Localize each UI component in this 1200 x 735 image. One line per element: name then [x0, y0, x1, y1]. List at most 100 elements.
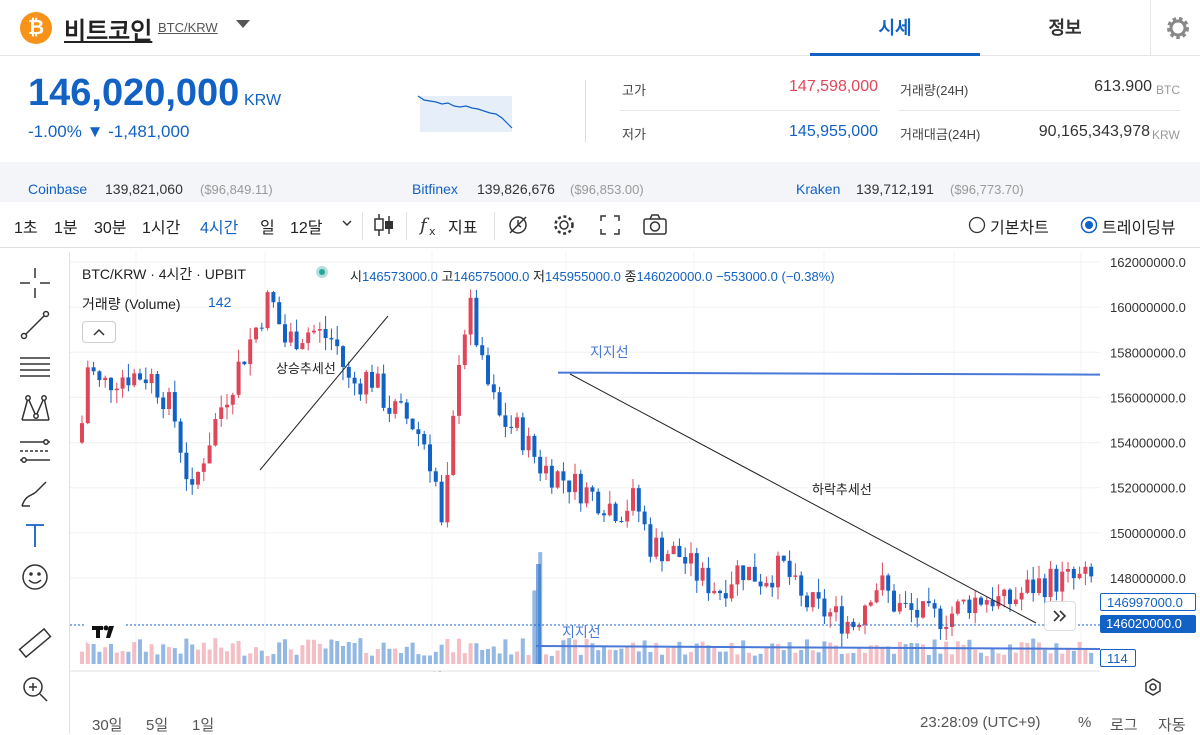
volume-bar	[1008, 644, 1012, 664]
volume-bar	[1025, 642, 1030, 664]
candle-body	[393, 401, 398, 414]
range-1d[interactable]: 1일	[192, 717, 215, 734]
radio-basic-chart[interactable]	[968, 216, 986, 239]
tradingview-label[interactable]: 트레이딩뷰	[1102, 220, 1176, 237]
exchange-name[interactable]: Bitfinex	[412, 181, 458, 197]
alert-clock-icon[interactable]	[506, 213, 530, 242]
volume-bar	[1013, 652, 1018, 664]
exchange-krw: 139,826,676	[477, 181, 555, 197]
candle-body	[143, 379, 148, 384]
interval-1m[interactable]: 1분	[54, 220, 78, 237]
chart-svg[interactable]: 25282월47101316	[70, 252, 1101, 687]
chevron-down-icon[interactable]	[340, 216, 354, 235]
interval-1s[interactable]: 1초	[14, 220, 38, 237]
tab-info[interactable]: 정보	[1048, 18, 1082, 38]
interval-1h[interactable]: 1시간	[142, 220, 181, 237]
chevron-down-icon[interactable]	[236, 20, 250, 28]
collapse-legend-button[interactable]	[82, 321, 116, 343]
candle-body	[352, 377, 357, 384]
tab-price[interactable]: 시세	[810, 0, 980, 56]
volume-bar	[271, 654, 276, 664]
volume-bar	[509, 654, 514, 664]
camera-icon[interactable]	[642, 213, 668, 242]
percent-toggle[interactable]: %	[1078, 714, 1092, 731]
volume-bar	[892, 653, 896, 664]
crosshair-icon[interactable]	[16, 264, 54, 302]
candle-body	[515, 417, 519, 428]
clock-readout[interactable]: 23:28:09 (UTC+9)	[920, 714, 1041, 731]
interval-30m[interactable]: 30분	[94, 220, 127, 237]
candle-body	[201, 463, 206, 472]
volume-bar	[109, 638, 113, 664]
candle-body	[619, 521, 624, 523]
candle-body	[538, 456, 543, 474]
volume-bar	[201, 642, 206, 664]
volume-bar	[573, 639, 577, 664]
candle-body	[509, 426, 514, 428]
log-toggle[interactable]: 로그	[1110, 717, 1138, 734]
indicator-button[interactable]: 지표	[448, 220, 478, 237]
svg-text:x: x	[429, 225, 436, 238]
volume-bar	[590, 643, 595, 664]
price-change: -1.00% ▼ -1,481,000	[28, 122, 190, 141]
interval-day[interactable]: 일	[260, 220, 275, 237]
candle-body	[932, 603, 937, 609]
axis-settings-icon[interactable]	[1142, 676, 1164, 703]
ruler-icon[interactable]	[16, 624, 54, 662]
volume-bar	[335, 641, 340, 664]
fullscreen-icon[interactable]	[598, 213, 622, 242]
volume-bar	[468, 643, 473, 664]
emoji-icon[interactable]	[16, 558, 54, 596]
zoom-in-icon[interactable]	[16, 670, 54, 708]
range-30d[interactable]: 30일	[92, 717, 123, 734]
volume-bar	[207, 649, 212, 664]
volume-bar	[654, 642, 659, 664]
coin-pair[interactable]: BTC/KRW	[158, 20, 218, 35]
divider	[362, 212, 363, 240]
brush-icon[interactable]	[16, 474, 54, 512]
amount-label: 거래대금(24H)	[900, 127, 981, 142]
scroll-to-realtime-button[interactable]	[1044, 601, 1076, 631]
fibonacci-icon[interactable]	[16, 432, 54, 470]
trend-line-icon[interactable]	[16, 306, 54, 344]
price-axis[interactable]: 162000000.0 160000000.0 158000000.0 1560000…	[1100, 252, 1200, 672]
text-icon[interactable]	[16, 516, 54, 554]
volume-bar	[288, 649, 293, 664]
candle-type-icon[interactable]	[372, 212, 396, 243]
volume-bar	[828, 642, 833, 664]
candle-body	[1077, 573, 1082, 579]
candlestick-chart[interactable]: 25282월47101316	[70, 252, 1101, 687]
candle-body	[375, 373, 380, 388]
candle-body	[491, 384, 496, 393]
radio-tradingview[interactable]	[1080, 216, 1098, 239]
volume-bar	[352, 643, 357, 664]
downtrend-label[interactable]: 하락추세선	[812, 482, 872, 497]
candle-body	[596, 491, 601, 514]
gear-icon[interactable]	[1150, 0, 1200, 56]
candle-body	[114, 388, 119, 391]
basic-chart-label[interactable]: 기본차트	[990, 220, 1049, 237]
support-label-lower[interactable]: 지지선	[562, 624, 601, 640]
coin-name[interactable]: 비트코인	[64, 18, 153, 45]
range-5d[interactable]: 5일	[146, 717, 169, 734]
pattern-icon[interactable]	[16, 390, 54, 428]
price-unit: KRW	[244, 92, 282, 109]
candle-body	[445, 474, 450, 523]
candle-body	[317, 329, 322, 331]
auto-toggle[interactable]: 자동	[1158, 717, 1186, 734]
low-label: 저가	[622, 127, 646, 142]
settings-gear-icon[interactable]	[552, 213, 576, 242]
exchange-name[interactable]: Kraken	[796, 181, 841, 197]
uptrend-label[interactable]: 상승추세선	[276, 361, 336, 376]
interval-4h[interactable]: 4시간	[200, 220, 239, 237]
horizontal-lines-icon[interactable]	[16, 348, 54, 386]
candle-body	[793, 575, 798, 577]
volume-bar	[961, 644, 966, 664]
candle-body	[915, 609, 920, 618]
support-label-upper[interactable]: 지지선	[590, 344, 629, 360]
exchange-name[interactable]: Coinbase	[28, 181, 88, 197]
interval-12mo[interactable]: 12달	[290, 220, 323, 237]
volume-bar	[706, 645, 711, 664]
chart-title: BTC/KRW · 4시간 · UPBIT	[82, 266, 246, 282]
